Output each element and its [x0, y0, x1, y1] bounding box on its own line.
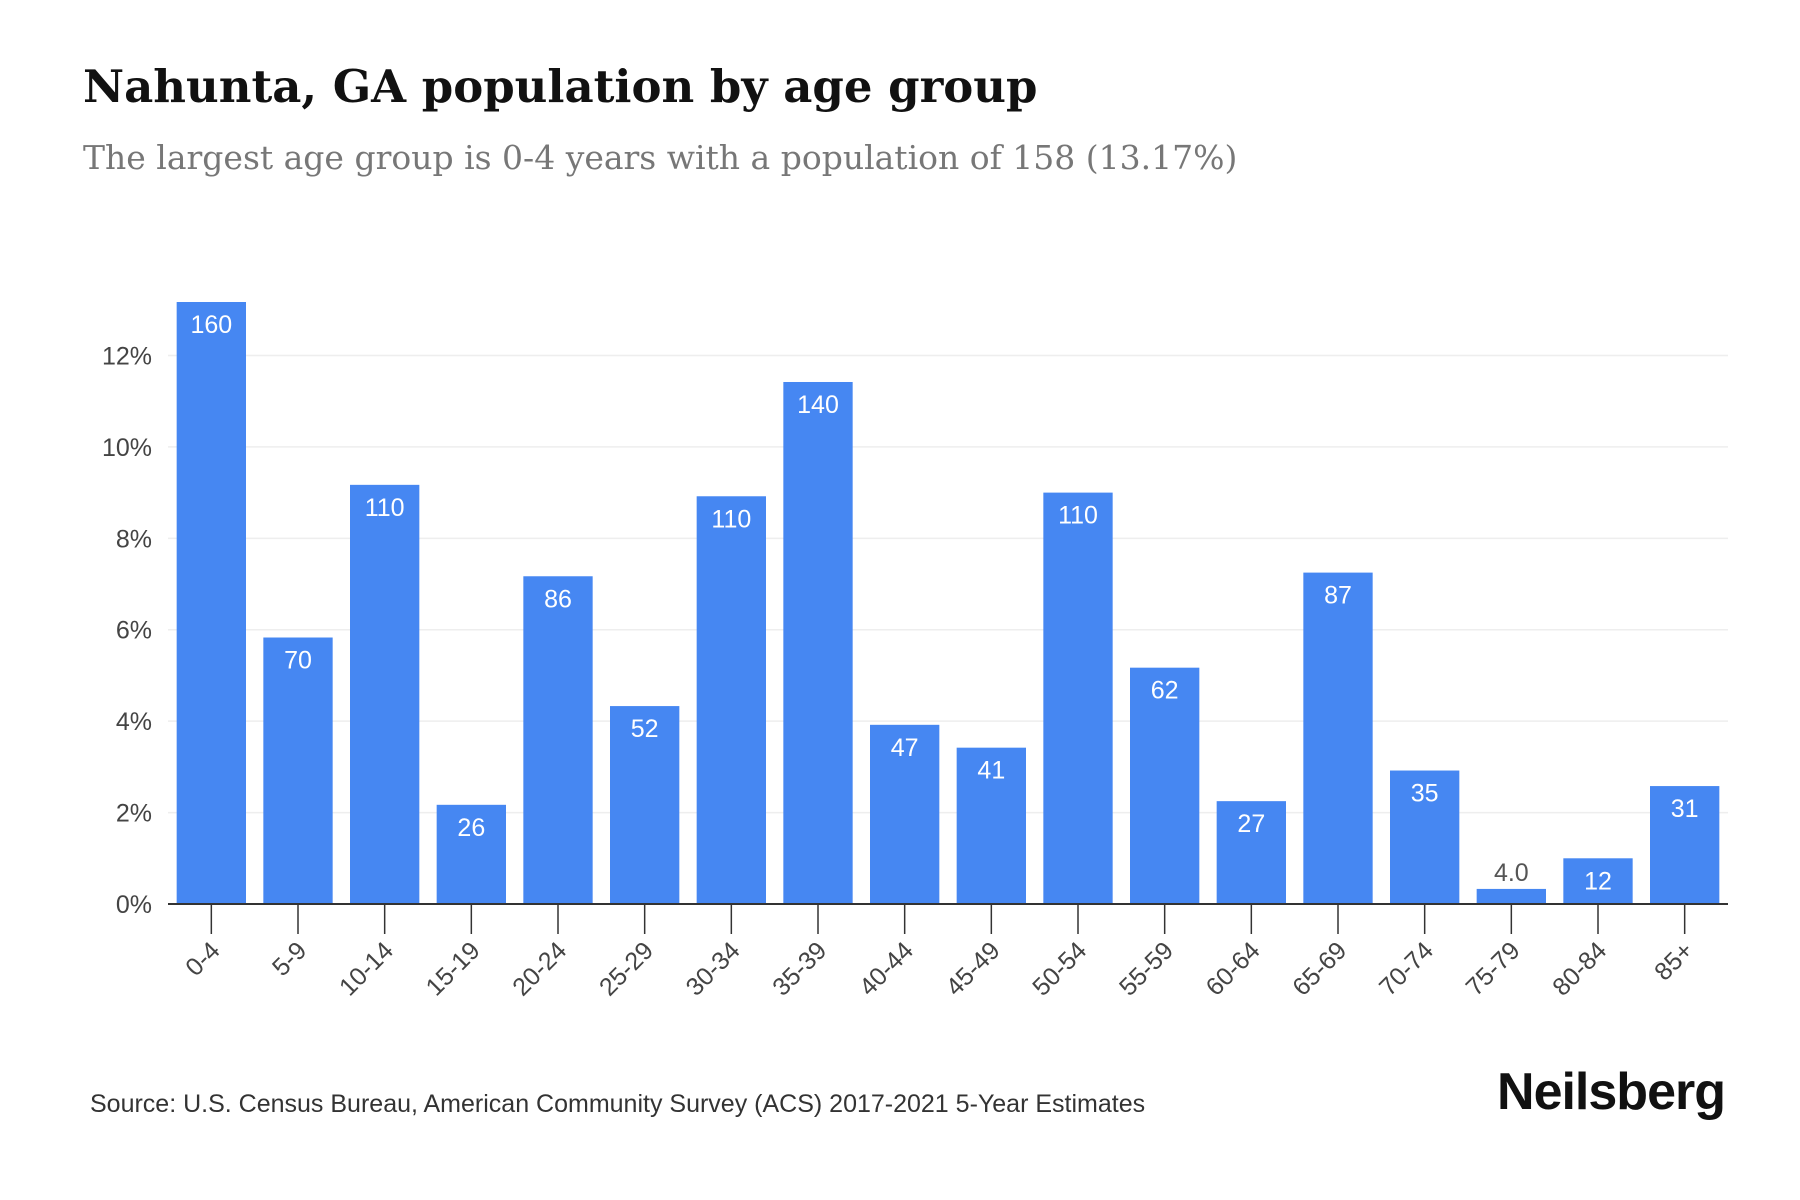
bars: 160 70 110 26 86 52 110 140 47 41 110 62 27 87 35 4.0 12… [176, 302, 1720, 904]
bar [436, 804, 506, 904]
x-tick-label: 15-19 [421, 936, 486, 1001]
bar-data-label: 47 [891, 734, 919, 762]
chart-title: Nahunta, GA population by age group [83, 60, 1038, 113]
x-tick-label: 25-29 [594, 936, 659, 1001]
source-note: Source: U.S. Census Bureau, American Com… [90, 1090, 1146, 1118]
bar-data-label: 62 [1151, 677, 1179, 705]
bar [350, 484, 420, 904]
x-axis: 0-4 5-9 10-14 15-19 20-24 25-29 30-34 35-39 40-4… [168, 903, 1728, 1001]
x-tick-label: 35-39 [767, 936, 832, 1001]
bar [1563, 858, 1633, 904]
x-tick-label: 10-14 [334, 936, 399, 1001]
bar [1476, 888, 1546, 904]
x-tick-label: 80-84 [1547, 936, 1612, 1001]
bar [696, 496, 766, 904]
gridlines [168, 354, 1728, 814]
bar [176, 302, 246, 904]
bar-data-label: 27 [1237, 810, 1265, 838]
bar-data-label: 87 [1324, 582, 1352, 610]
bar-data-label: 110 [1058, 502, 1098, 530]
x-tick-label: 60-64 [1201, 936, 1266, 1001]
y-tick-label: 10% [102, 434, 152, 462]
bar [956, 747, 1026, 904]
bar [1130, 667, 1200, 904]
x-tick-label: 55-59 [1114, 936, 1179, 1001]
bar-data-label: 52 [631, 715, 659, 743]
y-tick-label: 0% [116, 891, 152, 919]
x-tick-label: 75-79 [1461, 936, 1526, 1001]
x-tick-label: 20-24 [507, 936, 572, 1001]
y-tick-label: 4% [116, 708, 152, 736]
y-tick-label: 2% [116, 800, 152, 828]
y-tick-label: 12% [102, 342, 152, 370]
bar [870, 724, 940, 904]
bar [263, 637, 333, 904]
bar-data-label: 160 [190, 311, 232, 339]
x-tick-label: 0-4 [180, 936, 225, 981]
bar [523, 576, 593, 904]
bar [610, 706, 680, 904]
x-tick-label: 70-74 [1374, 936, 1439, 1001]
bar-data-label: 35 [1411, 780, 1439, 808]
bar [1303, 572, 1373, 904]
bar-data-label: 41 [977, 757, 1005, 785]
y-tick-label: 8% [116, 525, 152, 553]
brand-logo: Neilsberg [1497, 1063, 1726, 1121]
x-tick-label: 5-9 [267, 936, 312, 981]
x-tick-label: 50-54 [1027, 936, 1092, 1001]
bar-data-label: 26 [457, 814, 485, 842]
bar [1390, 770, 1460, 904]
bar-data-label: 110 [365, 494, 405, 522]
y-axis: 0% 2% 4% 6% 8% 10% 12% [102, 342, 152, 919]
bar-data-label: 70 [284, 647, 312, 675]
bar-data-label: 4.0 [1494, 859, 1529, 887]
y-tick-label: 6% [116, 617, 152, 645]
bar [1043, 492, 1113, 904]
bar-data-label: 12 [1584, 867, 1612, 895]
x-tick-label: 30-34 [681, 936, 746, 1001]
bar [783, 381, 853, 904]
x-tick-label: 65-69 [1287, 936, 1352, 1001]
bar-data-label: 86 [544, 585, 572, 613]
x-tick-label: 40-44 [854, 936, 919, 1001]
bar [1650, 786, 1720, 904]
bar-data-label: 140 [797, 391, 839, 419]
chart-subtitle: The largest age group is 0-4 years with … [83, 138, 1238, 177]
x-tick-label: 85+ [1649, 936, 1699, 986]
bar-data-label: 31 [1671, 795, 1699, 823]
bar-data-label: 110 [711, 505, 751, 533]
x-tick-label: 45-49 [941, 936, 1006, 1001]
bar [1216, 801, 1286, 904]
